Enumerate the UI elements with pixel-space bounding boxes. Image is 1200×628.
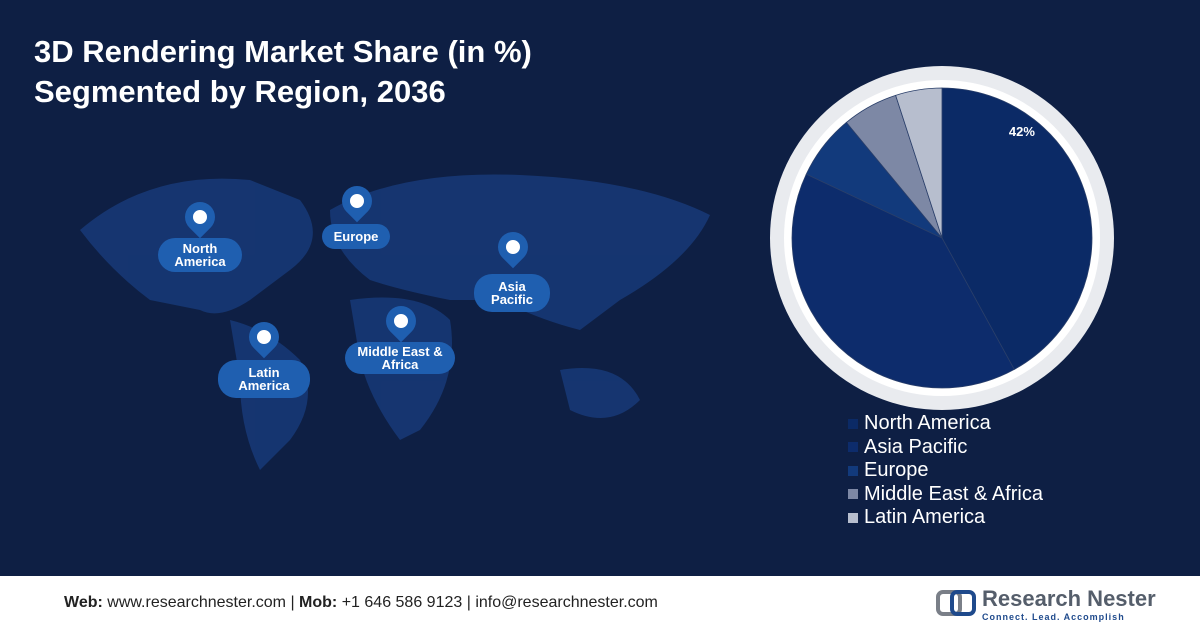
legend-item: Middle East & Africa <box>848 483 1043 507</box>
data-label: 42% <box>1009 124 1035 139</box>
pie-slice <box>895 87 943 239</box>
region-label: Latin America <box>218 360 310 398</box>
region-label: Europe <box>322 224 390 249</box>
region-label: North America <box>158 238 242 272</box>
legend-label: Middle East & Africa <box>864 482 1043 505</box>
legend-item: Asia Pacific <box>848 436 1043 460</box>
legend-swatch <box>848 442 858 453</box>
label: Web: <box>64 594 103 611</box>
legend-swatch <box>848 418 858 429</box>
chart-title: 3D Rendering Market Share (in %) <box>34 34 532 69</box>
web: www.researchnester.com <box>107 594 286 611</box>
label: Mob: <box>299 594 338 611</box>
legend-item: Latin America <box>848 506 1043 530</box>
pie-slice <box>791 173 1015 389</box>
tagline: Connect. Lead. Accomplish <box>982 612 1125 622</box>
legend-item: North America <box>848 412 1043 436</box>
legend-item: Europe <box>848 459 1043 483</box>
legend-label: North America <box>864 412 991 435</box>
region-label: Asia Pacific <box>474 274 550 312</box>
legend: North America Asia Pacific Europe Middle Ea… <box>848 412 1043 530</box>
legend-label: Latin America <box>864 506 986 529</box>
legend-label: Asia Pacific <box>864 435 968 458</box>
chart-subtitle: Segmented by Region, 2036 <box>34 74 446 109</box>
legend-swatch <box>848 465 858 476</box>
mob: +1 646 586 9123 <box>341 594 463 611</box>
email: info@researchnester.com <box>475 594 658 611</box>
legend-label: Europe <box>864 459 929 482</box>
region-label: Middle East & Africa <box>345 342 455 374</box>
pie-slice <box>941 87 1093 370</box>
logo-icon <box>936 590 976 616</box>
footer: Web: www.researchnester.com | Mob: +1 64… <box>0 576 1200 628</box>
contact-info: Web: www.researchnester.com | Mob: +1 64… <box>64 594 658 611</box>
logo: Research Nester <box>982 586 1156 611</box>
legend-swatch <box>848 489 858 500</box>
legend-swatch <box>848 512 858 523</box>
